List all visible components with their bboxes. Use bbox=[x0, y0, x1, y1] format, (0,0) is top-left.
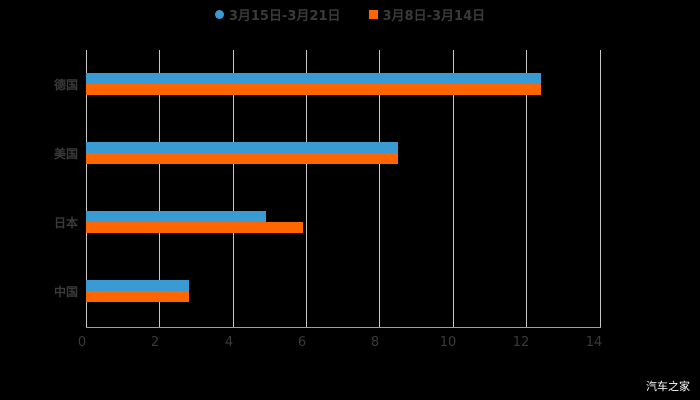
gridline bbox=[379, 50, 380, 328]
gridline bbox=[159, 50, 160, 328]
x-tick-label: 12 bbox=[512, 335, 530, 350]
watermark: 汽车之家 bbox=[646, 380, 690, 393]
bar-日本-series-2[interactable] bbox=[86, 222, 303, 233]
legend-label: 3月8日-3月14日 bbox=[382, 8, 486, 24]
gridline bbox=[600, 50, 601, 328]
x-tick-label: 14 bbox=[585, 335, 603, 350]
y-category-label: 德国 bbox=[53, 78, 78, 92]
bar-中国-series-1[interactable] bbox=[86, 280, 189, 291]
bar-美国-series-2[interactable] bbox=[86, 153, 398, 164]
square-marker-icon bbox=[368, 9, 378, 19]
bar-中国-series-2[interactable] bbox=[86, 291, 189, 302]
x-axis-line bbox=[86, 327, 601, 328]
y-category-label: 日本 bbox=[53, 216, 78, 230]
bar-美国-series-1[interactable] bbox=[86, 142, 398, 153]
bar-德国-series-2[interactable] bbox=[86, 84, 541, 95]
x-tick-label: 2 bbox=[150, 335, 160, 350]
x-tick-label: 0 bbox=[77, 335, 87, 350]
y-category-label: 美国 bbox=[53, 147, 78, 161]
circle-marker-icon bbox=[214, 9, 224, 19]
x-tick-label: 10 bbox=[439, 335, 457, 350]
bar-德国-series-1[interactable] bbox=[86, 73, 541, 84]
gridline bbox=[86, 50, 87, 328]
x-tick-label: 6 bbox=[297, 335, 307, 350]
gridline bbox=[453, 50, 454, 328]
bar-日本-series-1[interactable] bbox=[86, 211, 266, 222]
gridline bbox=[306, 50, 307, 328]
gridline bbox=[233, 50, 234, 328]
x-tick-label: 4 bbox=[224, 335, 234, 350]
legend-item-series-1[interactable]: 3月15日-3月21日 bbox=[214, 5, 341, 24]
x-tick-label: 8 bbox=[370, 335, 380, 350]
chart-legend: 3月15日-3月21日 3月8日-3月14日 bbox=[0, 4, 700, 24]
legend-label: 3月15日-3月21日 bbox=[228, 8, 341, 24]
y-category-label: 中国 bbox=[53, 285, 78, 299]
legend-item-series-2[interactable]: 3月8日-3月14日 bbox=[368, 5, 486, 24]
gridline bbox=[526, 50, 527, 328]
